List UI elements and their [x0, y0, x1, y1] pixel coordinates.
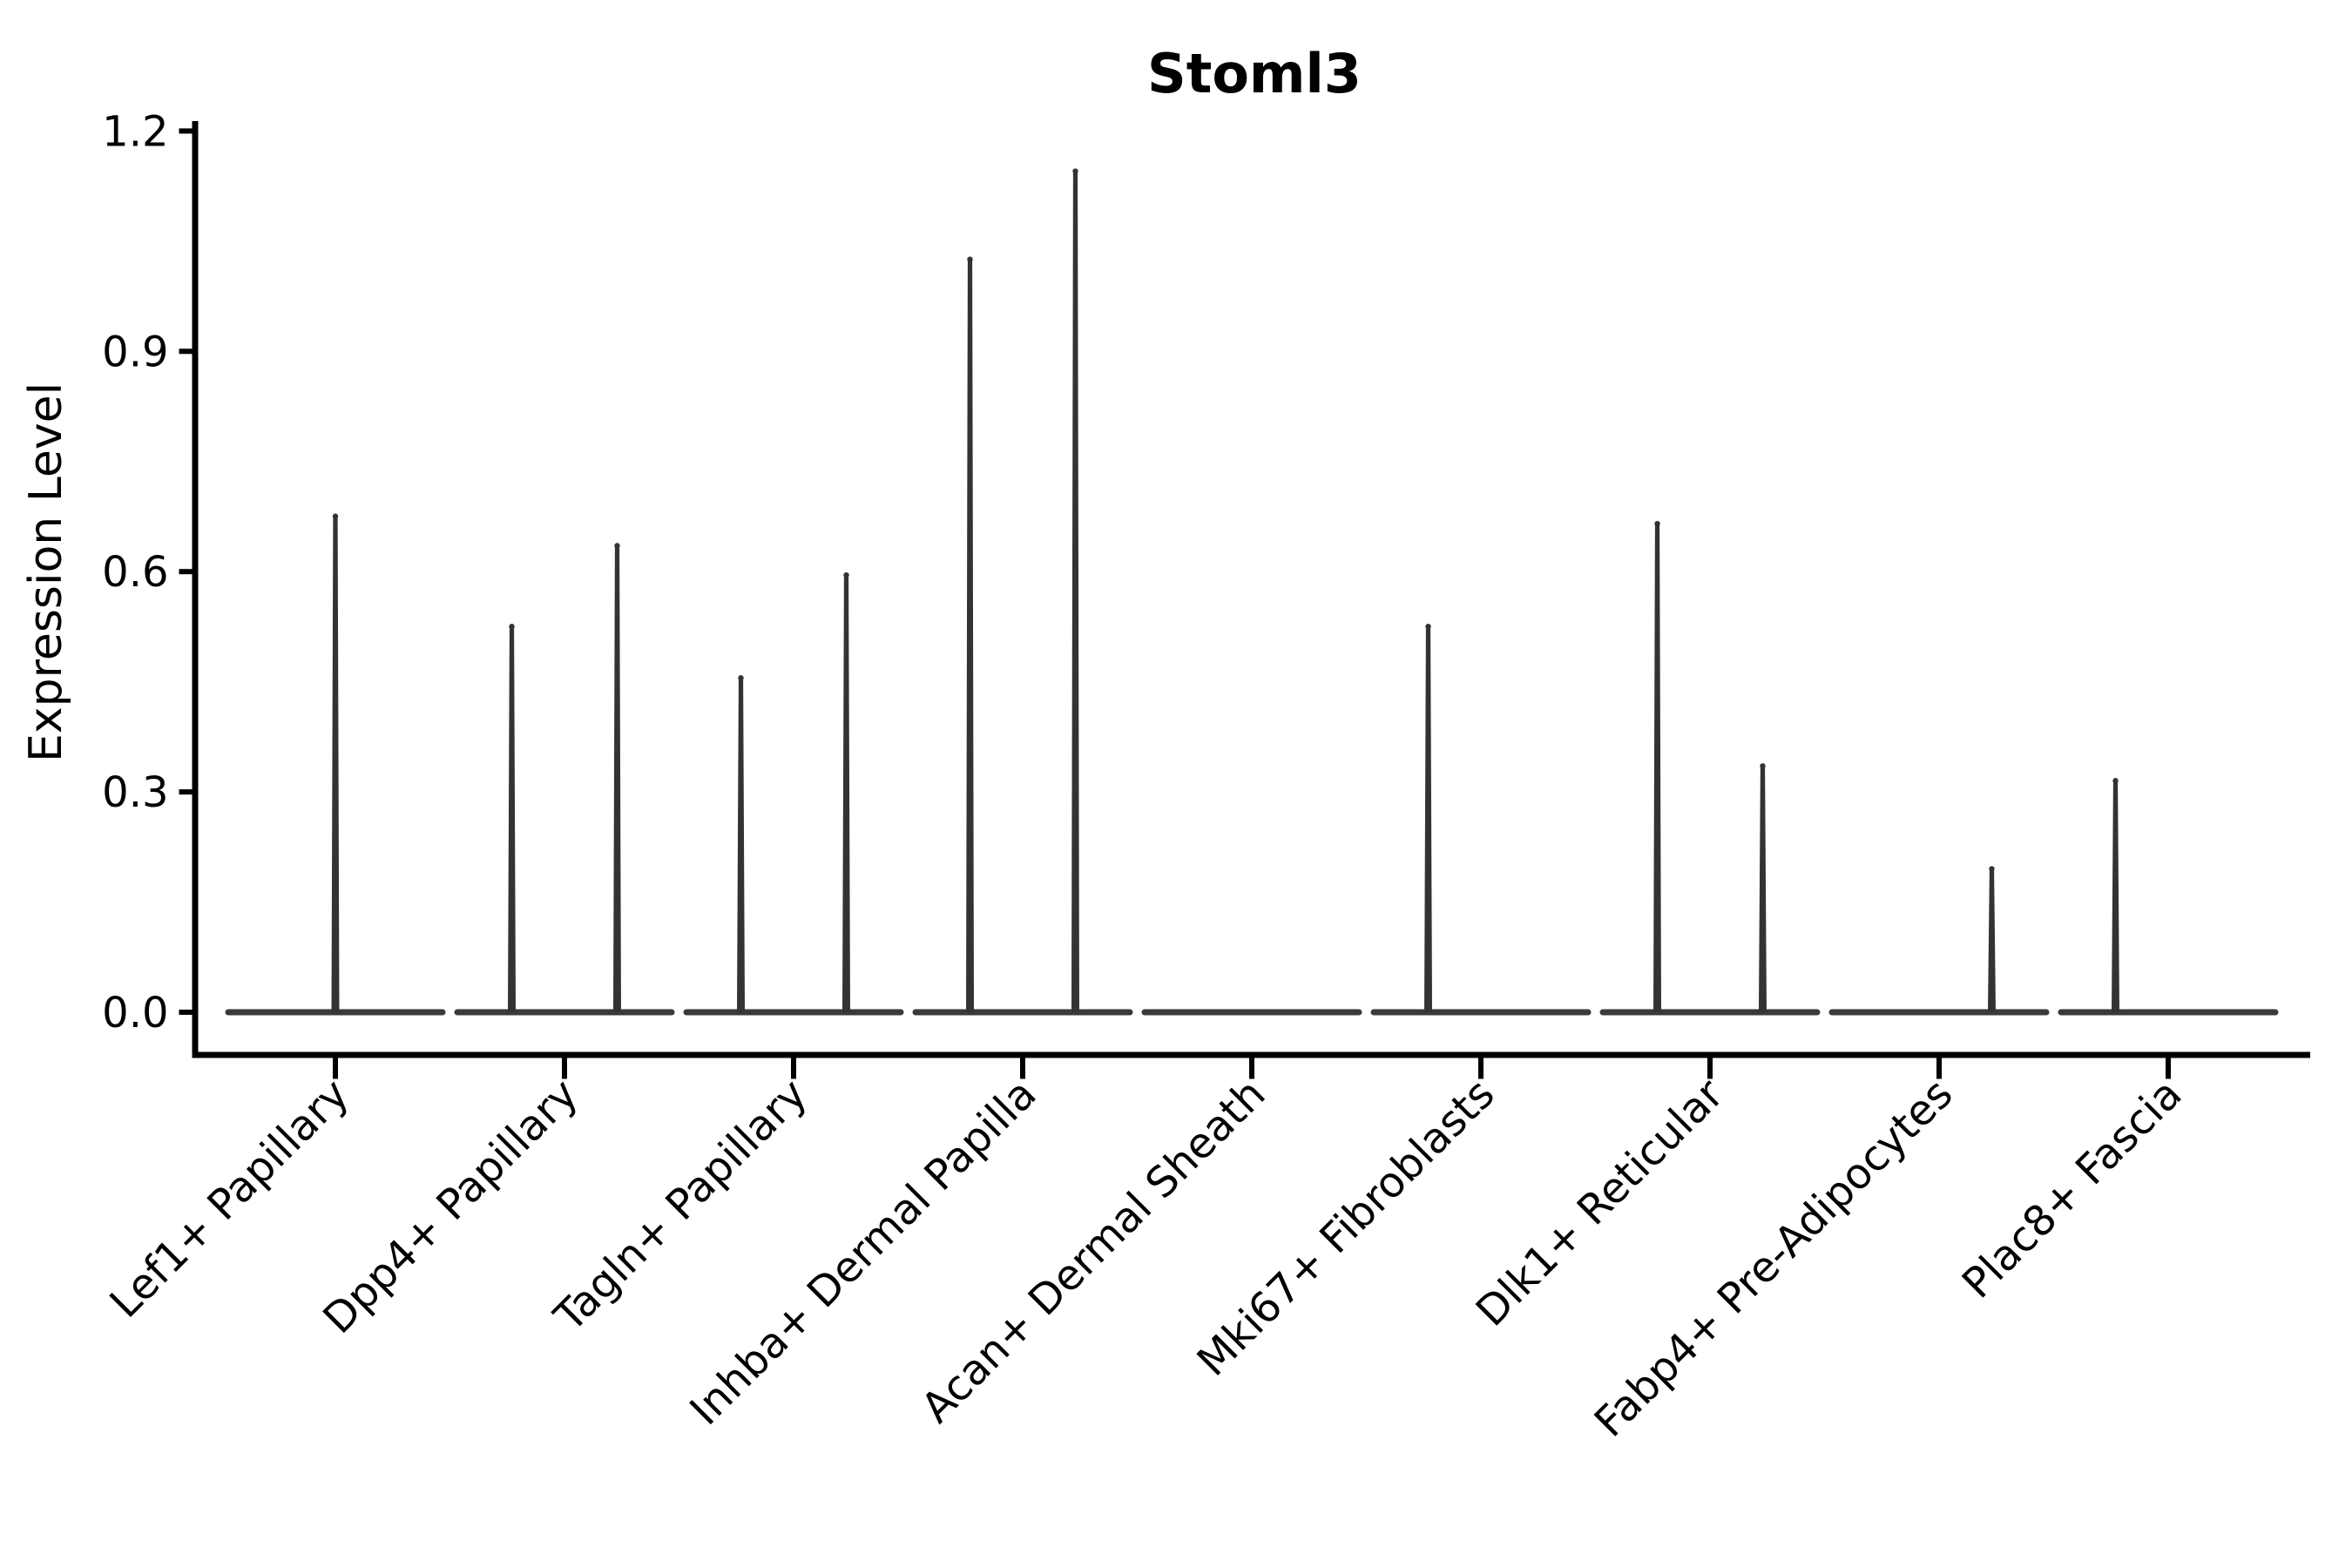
violin-spike	[737, 678, 746, 1012]
violin-spike-tip	[332, 513, 339, 519]
violin-spike-tip	[2112, 778, 2119, 784]
violin-spike	[1424, 626, 1433, 1012]
violin-spike	[966, 259, 975, 1013]
violin-spike-tip	[967, 256, 973, 262]
violin-spike	[1987, 868, 1996, 1012]
violin-spike-tip	[1654, 520, 1660, 527]
chart-title: Stoml3	[1147, 42, 1362, 105]
y-tick-label: 0.3	[102, 768, 168, 817]
violin-spike-tip	[843, 572, 849, 578]
violin-spike	[612, 545, 621, 1012]
violin-spike-tip	[1425, 624, 1431, 630]
violin-spike	[2112, 781, 2120, 1012]
y-axis-ticks: 0.0 0.3 0.6 0.9 1.2	[102, 107, 193, 1037]
axes	[192, 121, 2310, 1058]
violin-spike	[1758, 766, 1767, 1012]
violin-spike	[508, 626, 517, 1012]
y-tick-label: 0.0	[102, 989, 168, 1037]
violin-spike-tip	[738, 675, 744, 681]
violin-spike	[1071, 171, 1079, 1013]
violin-spike-tip	[509, 624, 515, 630]
violins	[225, 168, 2279, 1016]
violin-spike	[841, 575, 850, 1012]
violin-spike	[1653, 524, 1662, 1012]
violin-spike	[331, 516, 340, 1012]
violin-spike-tip	[1072, 168, 1078, 174]
y-tick-label: 0.6	[102, 548, 168, 597]
violin-spike-tip	[614, 543, 620, 549]
violin-spike-tip	[1760, 763, 1766, 769]
violin-spike-tip	[1989, 866, 1995, 872]
y-tick-label: 1.2	[102, 107, 168, 156]
y-tick-label: 0.9	[102, 328, 168, 376]
y-axis-label: Expression Level	[20, 382, 72, 762]
